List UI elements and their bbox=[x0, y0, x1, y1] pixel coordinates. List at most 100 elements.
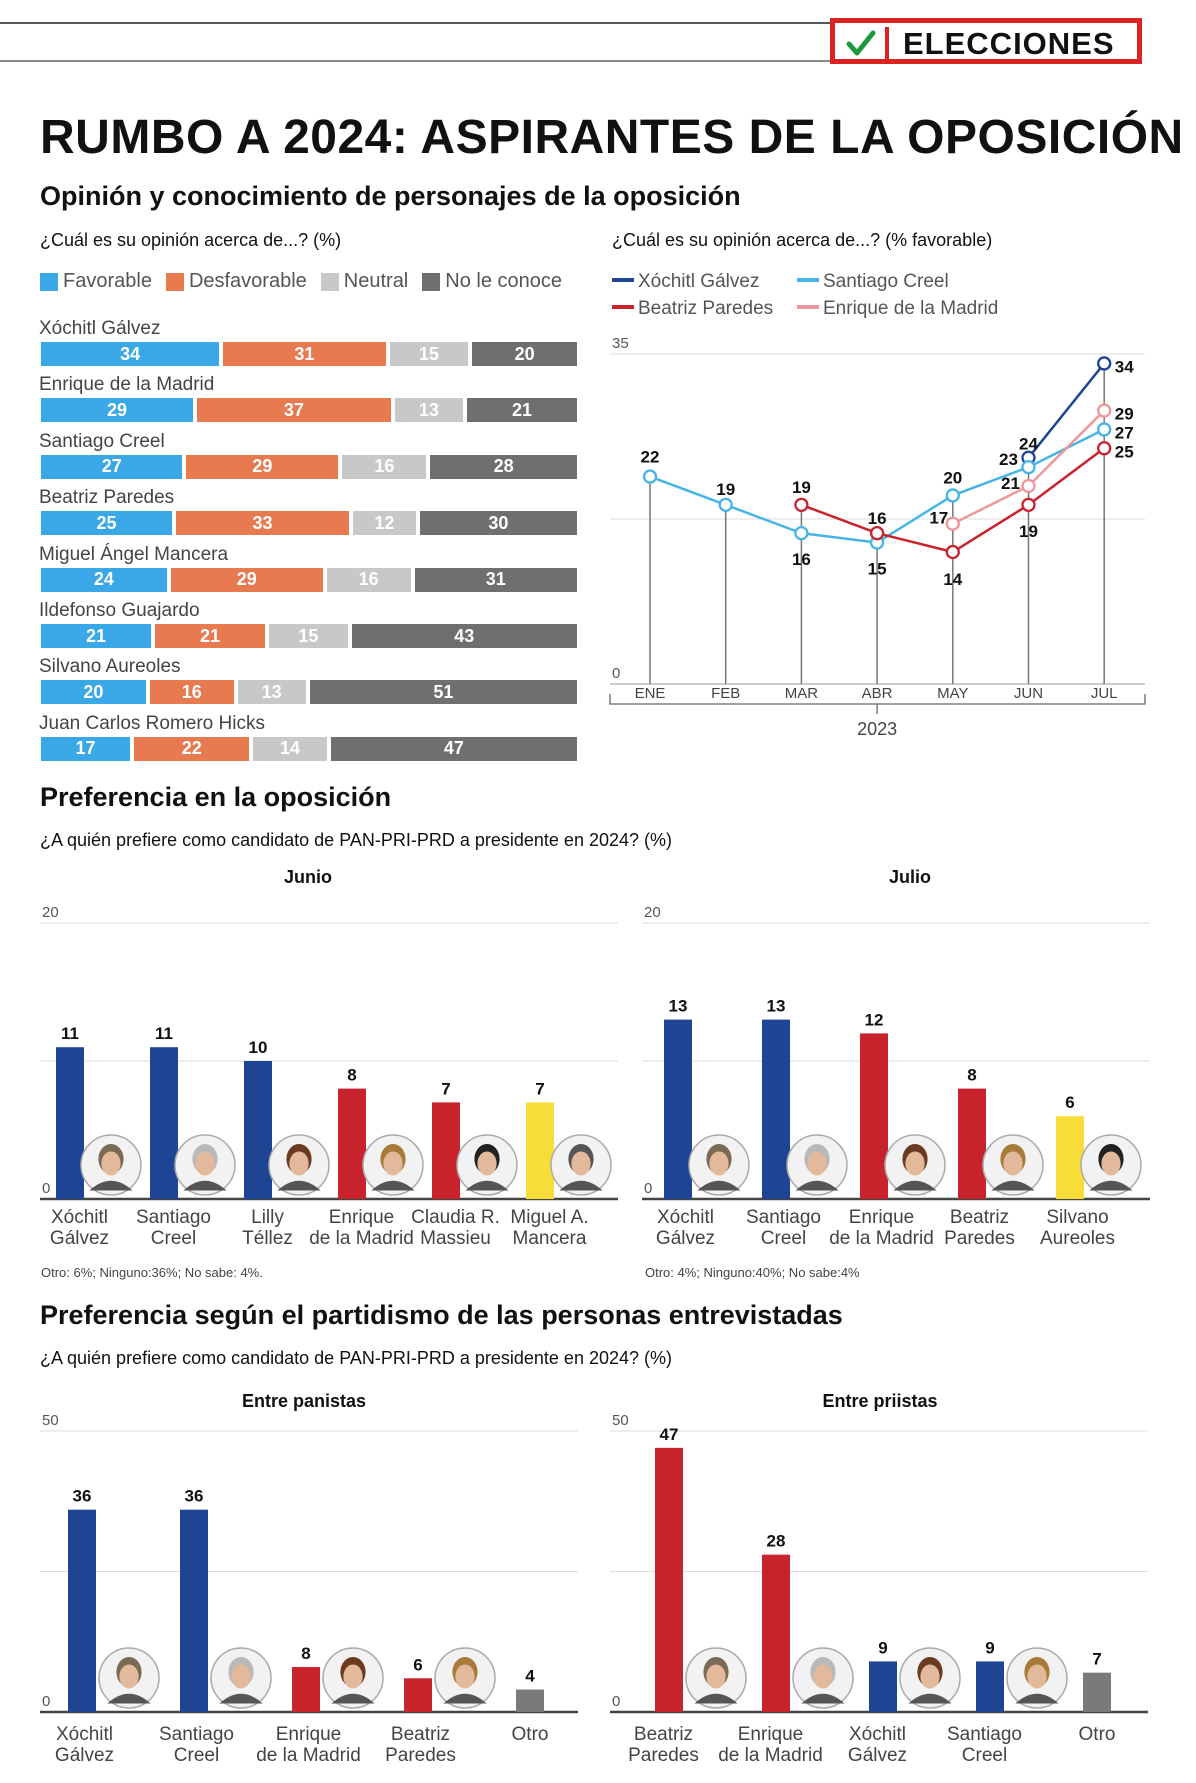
person-label: Enrique de la Madrid bbox=[39, 374, 215, 396]
person-label: Ildefonso Guajardo bbox=[39, 600, 200, 621]
stacked-bar-row: 20 16 13 51 bbox=[41, 680, 577, 705]
category-label: Creel bbox=[761, 1228, 806, 1249]
seg-noconoce: 30 bbox=[419, 511, 577, 536]
seg-favorable: 21 bbox=[41, 624, 152, 648]
category-label: Xóchitl bbox=[849, 1724, 906, 1745]
bar bbox=[150, 1047, 178, 1199]
bar-value-label: 12 bbox=[865, 1010, 884, 1029]
category-label: Claudia R. bbox=[411, 1207, 500, 1228]
bar bbox=[1056, 1116, 1084, 1199]
category-label: Santiago bbox=[947, 1724, 1022, 1745]
photo-body bbox=[697, 1180, 741, 1191]
photo-body bbox=[801, 1693, 845, 1704]
seg-desfavorable: 37 bbox=[196, 398, 391, 423]
category-label: Gálvez bbox=[55, 1745, 114, 1766]
stacked-bar-row: 34 31 15 20 bbox=[41, 342, 577, 366]
seg-neutral: 15 bbox=[389, 342, 469, 366]
category-label: Santiago bbox=[746, 1207, 821, 1228]
data-label: 20 bbox=[943, 468, 962, 487]
category-label: Enrique bbox=[329, 1207, 395, 1228]
person-label: Silvano Aureoles bbox=[39, 656, 181, 678]
series-line bbox=[1027, 362, 1106, 459]
data-point bbox=[1097, 422, 1112, 437]
section2-heading: Preferencia en la oposición bbox=[40, 782, 392, 812]
data-point bbox=[1097, 441, 1112, 456]
category-label: Paredes bbox=[944, 1228, 1015, 1249]
seg-desfavorable: 16 bbox=[149, 680, 234, 705]
bar-value-label: 36 bbox=[185, 1487, 204, 1506]
candidate-photo bbox=[98, 1647, 160, 1709]
bar bbox=[68, 1509, 96, 1712]
seg-desfavorable: 33 bbox=[176, 511, 349, 536]
category-label: Beatriz bbox=[950, 1207, 1009, 1228]
photo-body bbox=[107, 1693, 151, 1704]
category-label: Xóchitl bbox=[657, 1207, 714, 1228]
photo-face bbox=[709, 1151, 729, 1176]
category-label: Enrique bbox=[849, 1207, 915, 1228]
person-label: Santiago Creel bbox=[39, 430, 165, 452]
photo-face bbox=[905, 1151, 925, 1176]
category-label: Xóchitl bbox=[56, 1724, 113, 1745]
photo-body bbox=[908, 1693, 952, 1704]
bar-value-label: 28 bbox=[767, 1532, 786, 1551]
bar-value-label: 8 bbox=[301, 1644, 310, 1663]
data-point bbox=[1021, 478, 1036, 494]
data-point bbox=[945, 544, 960, 560]
category-label: Téllez bbox=[242, 1228, 293, 1249]
bar-value-label: 7 bbox=[441, 1079, 450, 1098]
seg-neutral: 16 bbox=[326, 567, 411, 592]
category-label: de la Madrid bbox=[256, 1745, 361, 1766]
photo-face bbox=[289, 1151, 309, 1176]
category-label: Santiago bbox=[159, 1724, 234, 1745]
photo-body bbox=[795, 1180, 839, 1191]
seg-neutral: 13 bbox=[394, 398, 463, 423]
category-label: Paredes bbox=[628, 1745, 699, 1766]
seg-favorable: 29 bbox=[41, 398, 193, 423]
candidate-photo bbox=[786, 1134, 848, 1196]
data-label: 17 bbox=[929, 509, 948, 528]
legend-label: Xóchitl Gálvez bbox=[638, 271, 759, 292]
candidate-photo bbox=[174, 1134, 236, 1196]
chart-title: Junio bbox=[284, 867, 332, 887]
candidate-photo bbox=[792, 1647, 854, 1709]
candidate-photo bbox=[268, 1134, 330, 1196]
y-tick-label: 0 bbox=[644, 1180, 652, 1197]
category-label: Mancera bbox=[513, 1228, 587, 1249]
bar bbox=[860, 1033, 888, 1199]
photo-body bbox=[893, 1180, 937, 1191]
bar-value-label: 10 bbox=[249, 1038, 268, 1057]
category-label: de la Madrid bbox=[718, 1745, 823, 1766]
bar-value-label: 47 bbox=[660, 1425, 679, 1444]
photo-body bbox=[694, 1693, 738, 1704]
bar bbox=[762, 1019, 790, 1199]
bar-value-label: 6 bbox=[413, 1655, 422, 1674]
legend-item-favorable: Favorable bbox=[40, 270, 152, 293]
legend-label: Enrique de la Madrid bbox=[823, 298, 998, 319]
photo-body bbox=[1089, 1180, 1133, 1191]
data-point bbox=[794, 525, 809, 541]
data-label: 15 bbox=[868, 560, 887, 579]
y-tick-label: 35 bbox=[612, 335, 629, 352]
seg-desfavorable: 21 bbox=[155, 624, 266, 648]
photo-body bbox=[1015, 1693, 1059, 1704]
bar-value-label: 9 bbox=[985, 1638, 994, 1657]
photo-face bbox=[571, 1151, 591, 1176]
y-tick-label: 0 bbox=[42, 1180, 50, 1197]
bar bbox=[976, 1661, 1004, 1712]
candidate-photo bbox=[899, 1647, 961, 1709]
data-label: 34 bbox=[1115, 357, 1134, 376]
seg-desfavorable: 29 bbox=[186, 454, 339, 479]
photo-face bbox=[1027, 1664, 1047, 1689]
x-tick-label: JUL bbox=[1091, 685, 1118, 702]
data-label: 16 bbox=[868, 509, 887, 528]
bar bbox=[338, 1088, 366, 1199]
seg-noconoce: 21 bbox=[466, 398, 577, 423]
seg-neutral: 13 bbox=[237, 680, 306, 705]
x-tick-label: FEB bbox=[711, 685, 740, 702]
data-label: 27 bbox=[1115, 423, 1134, 442]
seg-desfavorable: 31 bbox=[223, 342, 386, 366]
bar-value-label: 9 bbox=[878, 1638, 887, 1657]
seg-neutral: 15 bbox=[269, 624, 348, 648]
